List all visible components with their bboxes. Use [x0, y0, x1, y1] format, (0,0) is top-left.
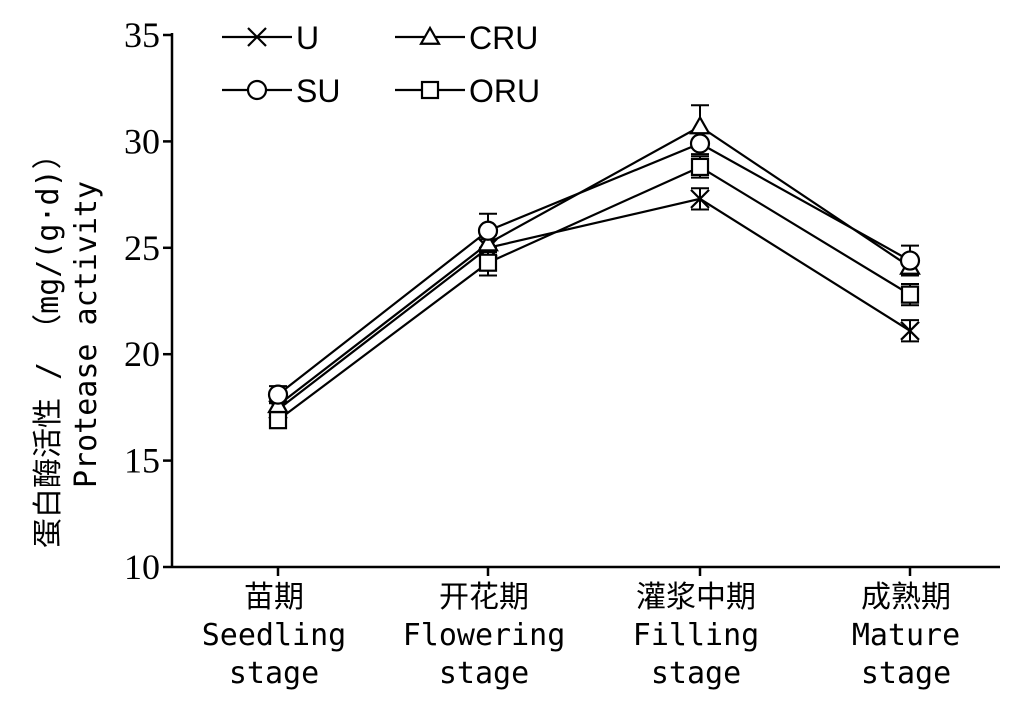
y-tick-label: 35	[124, 15, 160, 55]
x-tick-label: Seedling	[202, 618, 347, 653]
x-tick-label: Flowering	[403, 618, 566, 653]
legend-label: CRU	[469, 20, 538, 56]
marker-circle	[477, 220, 499, 241]
marker-circle	[267, 384, 289, 405]
marker-x	[690, 189, 710, 209]
x-tick-label: Filling	[633, 618, 759, 653]
marker-square	[690, 157, 710, 177]
marker-circle	[899, 250, 921, 271]
y-axis-label-chinese: 蛋白酶活性 / （mg/(g·d)）	[31, 139, 66, 548]
x-tick-label: stage	[229, 656, 319, 691]
series-markers-su	[267, 133, 921, 405]
series-line	[277, 165, 911, 422]
marker-square	[478, 253, 498, 272]
y-tick-label: 25	[124, 228, 160, 268]
legend-item-cru: CRU	[395, 20, 538, 56]
marker-x-stroke	[900, 321, 920, 341]
x-tick-label: 灌浆中期	[636, 580, 756, 615]
legend: U CRU SU ORU	[222, 20, 540, 109]
series-u	[269, 187, 919, 417]
marker-circle	[246, 79, 268, 101]
x-tick-label: 开花期	[439, 580, 529, 615]
x-tick-label: 苗期	[244, 580, 304, 615]
x-tick-label: stage	[651, 656, 741, 691]
marker-square	[420, 80, 440, 100]
marker-x-stroke	[247, 27, 267, 47]
marker-x	[900, 321, 920, 341]
marker-triangle	[477, 232, 499, 252]
legend-item-su: SU	[222, 73, 340, 109]
x-tick-label: Mature	[852, 618, 960, 653]
legend-label: ORU	[469, 73, 540, 109]
y-tick-label: 20	[124, 334, 160, 374]
x-tick-label: 成熟期	[861, 580, 951, 615]
series-line	[277, 125, 911, 407]
marker-triangle	[419, 25, 441, 45]
marker-triangle	[689, 115, 711, 135]
y-tick-label: 10	[124, 547, 160, 587]
series-cru	[269, 104, 919, 413]
series-su	[269, 131, 919, 405]
marker-square	[900, 285, 920, 304]
y-tick-label: 30	[124, 121, 160, 161]
series-markers-cru	[267, 115, 921, 414]
axes: 101520253035苗期Seedlingstage开花期Flowerings…	[124, 15, 1000, 691]
x-tick-label: stage	[439, 656, 529, 691]
series-layer	[267, 104, 921, 430]
y-tick-label: 15	[124, 441, 160, 481]
legend-item-u: U	[222, 20, 319, 56]
series-line	[277, 197, 911, 411]
marker-x-stroke	[690, 189, 710, 209]
legend-item-oru: ORU	[395, 73, 540, 109]
y-axis-label-english: Protease activity	[69, 181, 104, 488]
series-oru	[269, 155, 919, 428]
legend-label: SU	[296, 73, 340, 109]
marker-x	[247, 27, 267, 47]
marker-circle	[689, 133, 711, 154]
y-axis-label: 蛋白酶活性 / （mg/(g·d)） Protease activity	[31, 139, 104, 548]
x-tick-label: stage	[861, 656, 951, 691]
series-markers-oru	[268, 157, 920, 430]
series-line	[277, 142, 911, 396]
marker-square	[268, 411, 288, 430]
legend-label: U	[296, 20, 319, 56]
